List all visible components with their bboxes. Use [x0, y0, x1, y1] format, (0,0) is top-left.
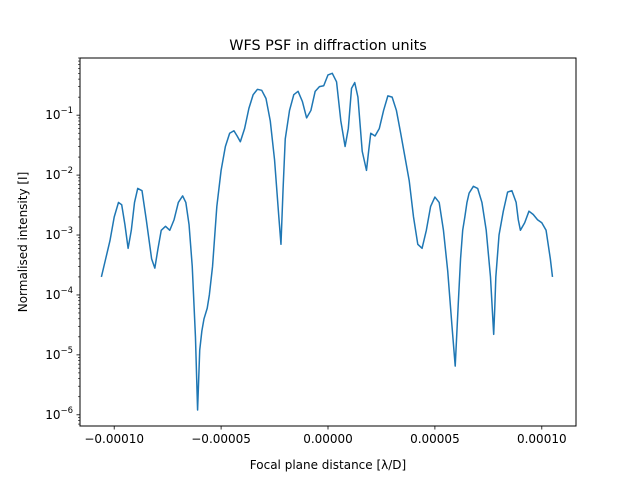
series-line-0	[100, 72, 554, 411]
chart-title: WFS PSF in diffraction units	[229, 38, 427, 54]
axes-background	[80, 58, 576, 426]
y-tick-label: 10−5	[45, 346, 73, 362]
y-axis: 10−6 10−5 10−4 10−3 10−2 10−1	[45, 57, 80, 425]
x-tick-label: 0.00010	[517, 432, 567, 446]
x-axis: −0.00010 −0.00005 0.00000 0.00005 0.00010	[84, 426, 567, 446]
x-tick-label: 0.00000	[303, 432, 353, 446]
y-tick-label: 10−2	[45, 166, 73, 182]
y-axis-label: Normalised intensity [I]	[16, 172, 30, 313]
plot-area	[79, 57, 577, 427]
x-tick-label: −0.00010	[84, 432, 144, 446]
series-layer	[100, 72, 554, 411]
x-axis-label: Focal plane distance [λ/D]	[250, 458, 406, 472]
y-tick-label: 10−6	[45, 406, 73, 422]
y-tick-label: 10−1	[45, 106, 73, 122]
y-tick-label: 10−3	[45, 226, 73, 242]
x-tick-label: −0.00005	[191, 432, 251, 446]
x-tick-label: 0.00005	[410, 432, 460, 446]
y-tick-label: 10−4	[45, 286, 73, 302]
